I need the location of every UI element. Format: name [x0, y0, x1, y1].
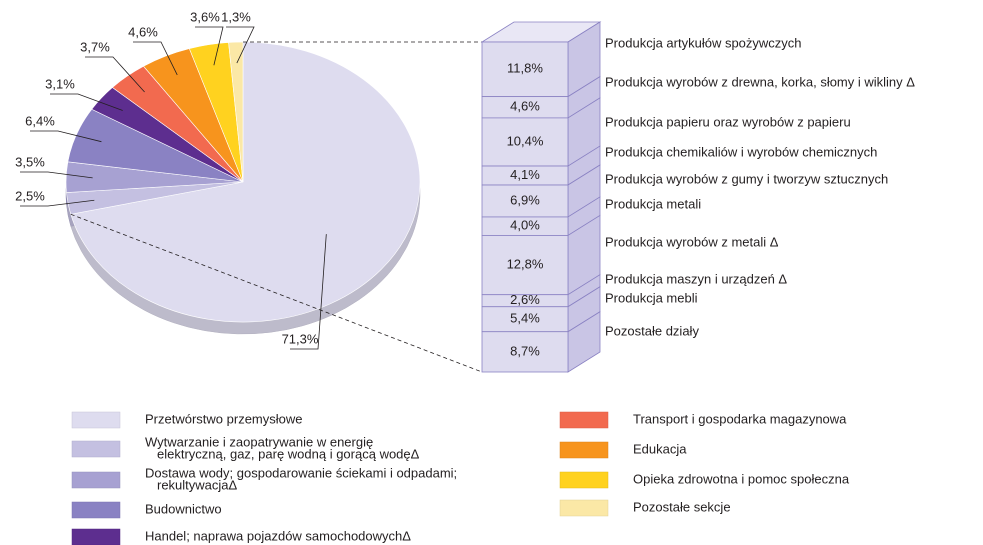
leader-line [20, 171, 93, 179]
value-label: 12,8% [507, 257, 544, 272]
legend-label: Pozostałe sekcje [633, 499, 731, 514]
bar-segment [481, 331, 569, 373]
value-label: 4,6% [510, 99, 540, 114]
bar-category: Produkcja metali [605, 196, 701, 211]
bar-segment [481, 306, 569, 333]
bar-category: Produkcja wyrobów z drewna, korka, słomy… [605, 74, 915, 89]
value-label: 5,4% [510, 311, 540, 326]
legend-swatch [559, 441, 609, 459]
leader-line [20, 199, 95, 207]
bar-segment [481, 117, 569, 167]
legend-swatch [559, 499, 609, 517]
connector [70, 213, 483, 373]
value-label: 2,6% [510, 292, 540, 307]
value-label: 4,0% [510, 218, 540, 233]
value-label: 3,7% [80, 39, 110, 54]
value-label: 3,1% [45, 76, 75, 91]
value-label: 71,3% [282, 331, 319, 346]
legend-swatch [71, 501, 121, 519]
legend-label: Edukacja [633, 441, 687, 456]
legend-label: Wytwarzanie i zaopatrywanie w energię [145, 434, 373, 449]
bar-category: Produkcja mebli [605, 290, 698, 305]
value-label: 6,9% [510, 192, 540, 207]
value-label: 10,4% [507, 133, 544, 148]
legend-label: rekultywacjaΔ [157, 477, 238, 492]
value-label: 11,8% [507, 61, 543, 76]
pie-slice [70, 41, 421, 323]
pie-slice [228, 41, 244, 183]
bar-category: Produkcja wyrobów z metali Δ [605, 234, 779, 249]
leader-line [85, 56, 145, 93]
value-label: 2,5% [15, 188, 45, 203]
bar-category: Produkcja papieru oraz wyrobów z papieru [605, 114, 851, 129]
bar-category: Produkcja chemikaliów i wyrobów chemiczn… [605, 144, 877, 159]
legend-swatch [559, 471, 609, 489]
leader-line [50, 93, 123, 111]
value-label: 6,4% [25, 113, 55, 128]
legend-label: Dostawa wody; gospodarowanie ściekami i … [145, 465, 457, 480]
legend-swatch [71, 440, 121, 458]
value-label: 1,3% [221, 9, 251, 24]
legend-label: Opieka zdrowotna i pomoc społeczna [633, 471, 850, 486]
legend-swatch [71, 411, 121, 429]
value-label: 4,1% [510, 167, 540, 182]
legend-label: Budownictwo [145, 501, 222, 516]
leader-line [133, 41, 178, 76]
bar-category: Pozostałe działy [605, 323, 699, 338]
legend-swatch [71, 471, 121, 489]
legend-label: elektryczną, gaz, parę wodną i gorącą wo… [157, 446, 420, 461]
bar-segment [481, 41, 569, 98]
legend-label: Handel; naprawa pojazdów samochodowychΔ [145, 528, 411, 543]
bar-category: Produkcja maszyn i urządzeń Δ [605, 271, 787, 286]
bar-segment [481, 184, 569, 218]
leader-line [195, 26, 224, 66]
legend-swatch [559, 411, 609, 429]
value-label: 4,6% [128, 24, 158, 39]
leader-line [290, 234, 327, 350]
leader-line [30, 130, 102, 143]
leader-line [226, 26, 255, 64]
value-label: 3,6% [190, 9, 220, 24]
legend-label: Przetwórstwo przemysłowe [145, 411, 303, 426]
legend-swatch [71, 528, 121, 545]
bar-category: Produkcja wyrobów z gumy i tworzyw sztuc… [605, 171, 888, 186]
value-label: 3,5% [15, 154, 45, 169]
legend-label: Transport i gospodarka magazynowa [633, 411, 847, 426]
value-label: 8,7% [510, 343, 540, 358]
bar-category: Produkcja artykułów spożywczych [605, 35, 802, 50]
